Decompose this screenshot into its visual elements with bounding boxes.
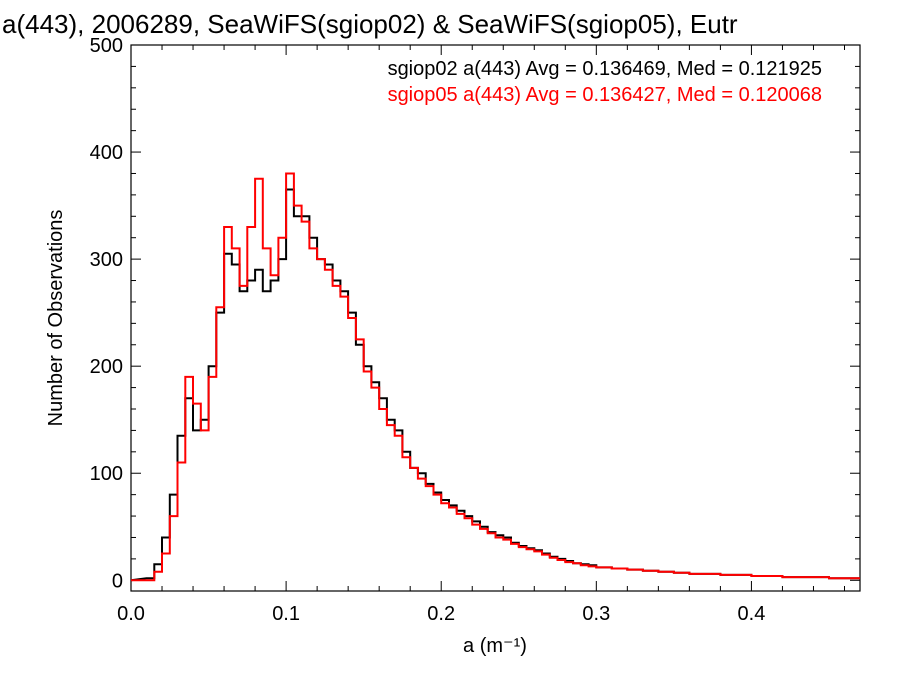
x-axis-label: a (m⁻¹)	[463, 635, 527, 657]
plot-frame	[130, 44, 861, 592]
chart-title: a(443), 2006289, SeaWiFS(sgiop02) & SeaW…	[2, 9, 738, 39]
y-tick-label: 300	[90, 249, 123, 271]
x-tick-label: 0.3	[582, 603, 610, 625]
y-tick-label: 400	[90, 142, 123, 164]
series-layer	[130, 172, 860, 582]
y-axis-label: Number of Observations	[45, 210, 67, 427]
y-tick-label: 100	[90, 463, 123, 485]
y-tick-label: 500	[90, 35, 123, 57]
x-tick-label: 0.1	[272, 603, 300, 625]
legend: sgiop02 a(443) Avg = 0.136469, Med = 0.1…	[388, 58, 822, 106]
legend-sgiop05-label: sgiop05 a(443) Avg = 0.136427, Med = 0.1…	[388, 84, 822, 106]
x-tick-label: 0.4	[738, 603, 766, 625]
x-tick-label: 0.2	[427, 603, 455, 625]
legend-sgiop02-label: sgiop02 a(443) Avg = 0.136469, Med = 0.1…	[388, 58, 822, 80]
series-sgiop05-line	[131, 172, 860, 582]
ticks-layer: 0.0 0.1 0.2 0.3 0.4 0 100 200 300 400 500	[90, 35, 860, 625]
x-tick-label: 0.0	[117, 603, 145, 625]
y-tick-label: 0	[112, 570, 123, 592]
y-tick-label: 200	[90, 356, 123, 378]
